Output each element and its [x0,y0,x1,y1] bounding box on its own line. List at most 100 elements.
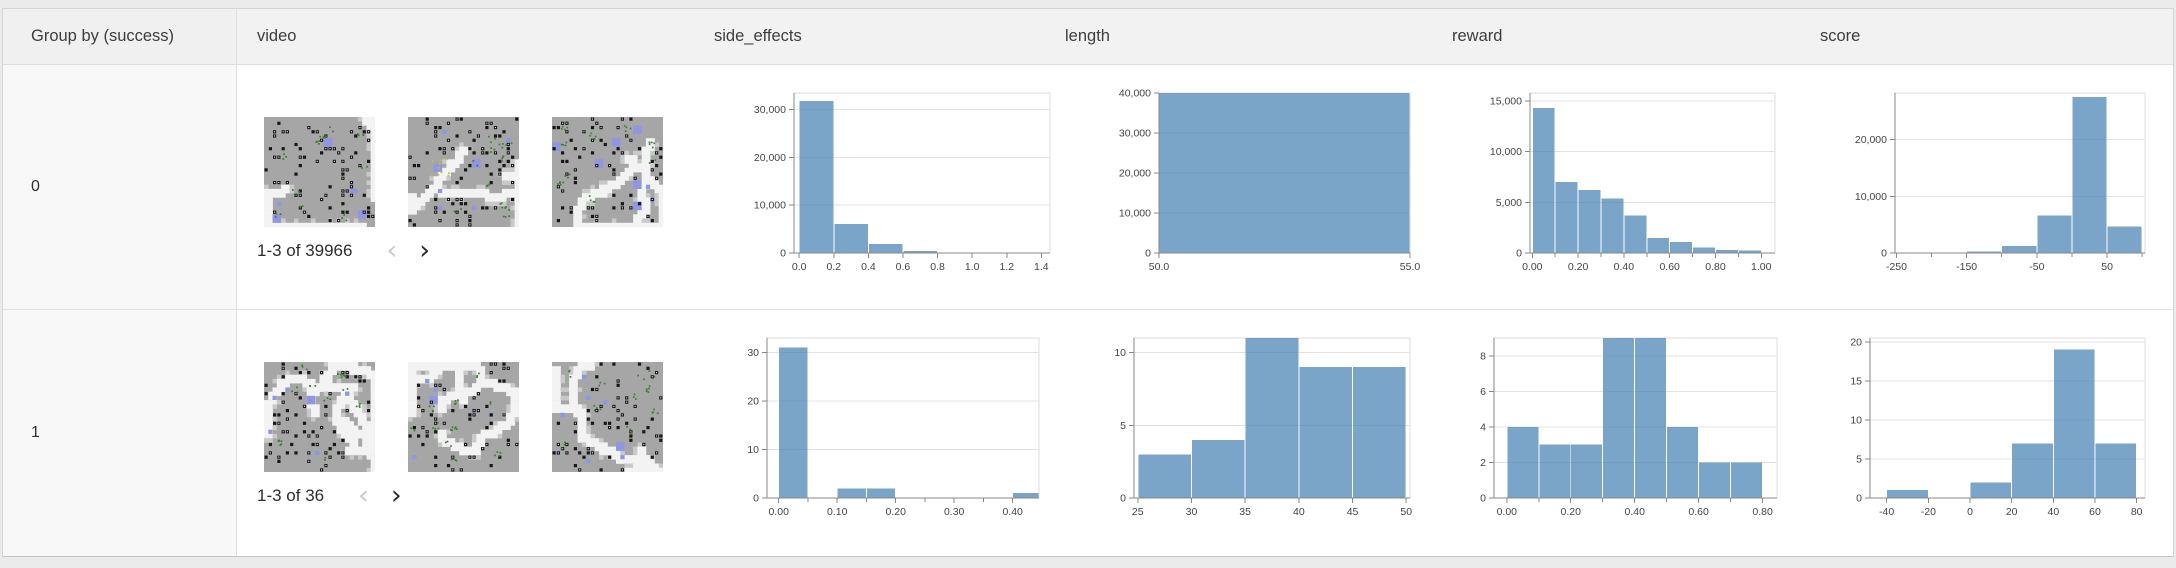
svg-text:35: 35 [1239,506,1251,518]
svg-text:20,000: 20,000 [1119,168,1151,180]
histogram-length-group0[interactable]: 0 10,000 20,000 30,000 40,000 50.0 55.0 [1052,87,1439,283]
video-thumbnail-strip [237,362,702,473]
svg-text:45: 45 [1347,506,1359,518]
svg-text:0.4: 0.4 [861,261,876,273]
svg-text:1.0: 1.0 [965,261,980,273]
chevron-right-icon: › [390,480,402,511]
video-thumbnail[interactable] [264,117,376,228]
column-header-length[interactable]: length [1052,9,1439,64]
video-cell: 1-3 of 39966 ‹ › [237,65,702,309]
svg-text:50: 50 [1400,506,1412,518]
group-value: 0 [31,178,40,195]
svg-text:25: 25 [1132,506,1144,518]
pagination-prev-button[interactable]: ‹ [384,237,399,264]
svg-text:10: 10 [1114,347,1126,359]
svg-text:0.00: 0.00 [768,506,789,518]
video-pagination: 1-3 of 39966 ‹ › [237,237,702,264]
svg-text:15: 15 [1850,375,1862,387]
pagination-next-button[interactable]: › [417,237,432,264]
svg-text:0.30: 0.30 [944,506,965,518]
svg-text:20,000: 20,000 [1855,134,1887,146]
histogram-score-group1[interactable]: 0 5 10 15 20 -40 -20 0 20 40 60 80 [1807,332,2173,528]
video-pagination: 1-3 of 36 ‹ › [237,482,702,509]
svg-text:0.20: 0.20 [1568,261,1589,273]
column-header-label: Group by (success) [31,27,175,45]
svg-text:10,000: 10,000 [1119,208,1151,220]
pagination-label: 1-3 of 36 [257,486,325,505]
svg-text:0.40: 0.40 [1002,506,1023,518]
reward-cell: 0 5,000 10,000 15,000 0.00 0.20 0.40 0.60 0.80 1.… [1439,65,1807,309]
svg-text:0.60: 0.60 [1688,506,1709,518]
svg-text:0: 0 [1145,248,1151,260]
column-header-video[interactable]: video [237,9,702,64]
table-row-group-1: 1 1-3 of 36 ‹ › 0 10 20 30 0.00 0.10 0.20 0.30 0… [3,310,2173,556]
svg-text:5: 5 [1120,420,1126,432]
histogram-side-effects-group1[interactable]: 0 10 20 30 0.00 0.10 0.20 0.30 0.40 [702,332,1052,528]
video-thumbnail[interactable] [552,362,664,473]
svg-text:1.4: 1.4 [1034,261,1049,273]
svg-text:4: 4 [1480,421,1486,433]
svg-text:10: 10 [747,444,759,456]
svg-text:-50: -50 [2029,261,2044,273]
column-header-label: side_effects [714,27,802,45]
histogram-score-group0[interactable]: 0 10,000 20,000 -250 -150 -50 50 [1807,87,2173,283]
svg-text:8: 8 [1480,350,1486,362]
svg-text:0: 0 [1881,248,1887,260]
histogram-reward-group1[interactable]: 0 2 4 6 8 0.00 0.20 0.40 0.60 0.80 [1439,332,1807,528]
svg-text:0.00: 0.00 [1522,261,1543,273]
column-header-score[interactable]: score [1807,9,2173,64]
column-header-label: score [1820,27,1861,45]
svg-text:55.0: 55.0 [1400,261,1421,273]
video-thumbnail[interactable] [264,362,376,473]
svg-text:5: 5 [1856,453,1862,465]
side-effects-cell: 0 10,000 20,000 30,000 0.0 0.2 0.4 0.6 0.8 1.0 1.2… [702,65,1052,309]
histogram-reward-group0[interactable]: 0 5,000 10,000 15,000 0.00 0.20 0.40 0.60 0.80 1.… [1439,87,1807,283]
svg-text:0: 0 [1120,493,1126,505]
svg-text:20: 20 [2006,506,2018,518]
svg-text:0.20: 0.20 [885,506,906,518]
video-thumbnail[interactable] [408,117,520,228]
svg-text:30: 30 [747,347,759,359]
svg-text:30: 30 [1186,506,1198,518]
svg-text:20,000: 20,000 [754,152,786,164]
pagination-prev-button[interactable]: ‹ [356,482,371,509]
svg-text:-20: -20 [1921,506,1936,518]
svg-text:0.2: 0.2 [826,261,841,273]
histogram-side-effects-group0[interactable]: 0 10,000 20,000 30,000 0.0 0.2 0.4 0.6 0.8 1.0 1.2… [702,87,1052,283]
video-thumbnail[interactable] [552,117,664,228]
svg-text:0.40: 0.40 [1624,506,1645,518]
chevron-right-icon: › [419,235,431,266]
svg-text:-150: -150 [1956,261,1977,273]
svg-text:0.80: 0.80 [1705,261,1726,273]
column-header-reward[interactable]: reward [1439,9,1807,64]
column-header-label: reward [1452,27,1503,45]
svg-text:40,000: 40,000 [1119,88,1151,100]
pagination-next-button[interactable]: › [389,482,404,509]
svg-text:20: 20 [1850,336,1862,348]
svg-text:0.6: 0.6 [896,261,911,273]
svg-text:2: 2 [1480,457,1486,469]
svg-text:15,000: 15,000 [1490,96,1522,108]
svg-text:40: 40 [1293,506,1305,518]
pagination-label: 1-3 of 39966 [257,241,353,260]
svg-text:0.20: 0.20 [1561,506,1582,518]
svg-text:0: 0 [1967,506,1973,518]
svg-text:-40: -40 [1879,506,1894,518]
column-header-side-effects[interactable]: side_effects [702,9,1052,64]
table-row-group-0: 0 1-3 of 39966 ‹ › 0 10,000 20,000 30,000 0.… [3,65,2173,310]
histogram-length-group1[interactable]: 0 5 10 25 30 35 40 45 50 [1052,332,1439,528]
reward-cell: 0 2 4 6 8 0.00 0.20 0.40 0.60 0.80 [1439,310,1807,556]
svg-text:0: 0 [1480,493,1486,505]
svg-text:10: 10 [1850,414,1862,426]
chevron-left-icon: ‹ [358,480,369,511]
column-header-label: video [257,27,297,45]
svg-text:0.10: 0.10 [827,506,848,518]
svg-text:6: 6 [1480,386,1486,398]
column-header-group-by-success[interactable]: Group by (success) [3,9,237,64]
svg-text:0: 0 [780,248,786,260]
video-thumbnail[interactable] [408,362,520,472]
svg-text:0: 0 [1516,248,1522,260]
table-header-row: Group by (success) video side_effects le… [3,9,2173,65]
svg-text:60: 60 [2089,506,2101,518]
svg-text:50.0: 50.0 [1149,261,1170,273]
